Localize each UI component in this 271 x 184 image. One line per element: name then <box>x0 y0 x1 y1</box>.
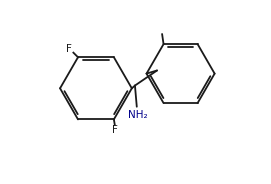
Text: F: F <box>66 44 72 54</box>
Text: F: F <box>112 125 118 135</box>
Text: NH₂: NH₂ <box>128 110 147 120</box>
